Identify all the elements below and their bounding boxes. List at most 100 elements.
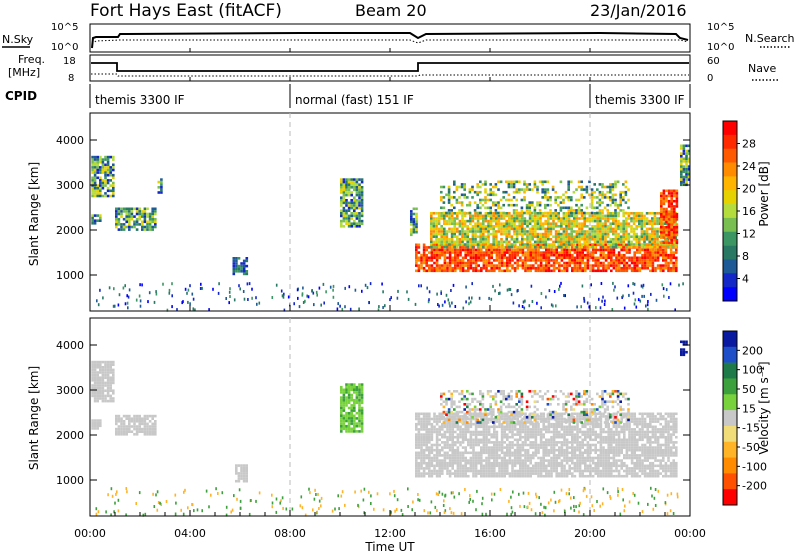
heatmap-cell: [675, 261, 678, 265]
heatmap-cell: [643, 251, 647, 254]
heatmap-cell: [459, 472, 462, 475]
heatmap-cell: [476, 235, 480, 238]
heatmap-cell: [660, 233, 663, 237]
heatmap-cell: [508, 472, 512, 475]
heatmap-cell: [511, 451, 514, 455]
heatmap-cell: [633, 282, 636, 286]
heatmap-cell: [512, 183, 516, 186]
heatmap-cell: [565, 459, 569, 462]
heatmap-cell: [643, 214, 646, 218]
heatmap-cell: [498, 454, 501, 457]
heatmap-cell: [464, 472, 467, 475]
heatmap-cell: [415, 454, 418, 457]
heatmap-cell: [433, 443, 436, 447]
heatmap-cell: [500, 251, 504, 254]
heatmap-cell: [523, 232, 527, 236]
heatmap-cell: [609, 225, 612, 228]
heatmap-cell: [101, 179, 105, 182]
heatmap-cell: [428, 446, 431, 449]
heatmap-cell: [492, 214, 495, 218]
heatmap-cell: [503, 446, 506, 449]
heatmap-cell: [552, 253, 556, 257]
heatmap-cell: [542, 454, 545, 457]
heatmap-cell: [544, 203, 547, 207]
heatmap-cell: [412, 230, 416, 234]
heatmap-cell: [534, 446, 538, 449]
heatmap-cell: [573, 222, 576, 225]
heatmap-cell: [673, 233, 676, 237]
heatmap-cell: [670, 231, 673, 234]
heatmap-cell: [487, 238, 490, 241]
heatmap-cell: [502, 203, 505, 207]
heatmap-cell: [560, 415, 564, 418]
heatmap-cell: [106, 389, 110, 392]
heatmap-cell: [485, 474, 488, 478]
heatmap-cell: [135, 207, 139, 211]
heatmap-cell: [662, 225, 666, 229]
heatmap-cell: [523, 227, 527, 231]
heatmap-cell: [435, 264, 439, 267]
heatmap-cell: [524, 443, 527, 447]
heatmap-cell: [490, 448, 493, 452]
heatmap-cell: [340, 196, 343, 199]
heatmap-cell: [563, 467, 566, 470]
heatmap-cell: [568, 259, 571, 262]
heatmap-cell: [550, 446, 553, 449]
heatmap-cell: [353, 409, 356, 412]
heatmap-cell: [563, 420, 566, 423]
heatmap-cell: [603, 196, 607, 199]
heatmap-cell: [138, 217, 141, 221]
heatmap-cell: [450, 196, 453, 199]
heatmap-cell: [521, 261, 525, 265]
heatmap-cell: [632, 245, 636, 249]
heatmap-cell: [557, 243, 560, 246]
heatmap-cell: [451, 456, 454, 460]
heatmap-cell: [476, 230, 480, 233]
heatmap-cell: [604, 259, 608, 262]
heatmap-cell: [484, 230, 488, 233]
heatmap-cell: [526, 256, 530, 260]
heatmap-cell: [560, 227, 563, 231]
heatmap-cell: [228, 290, 231, 294]
heatmap-cell: [461, 238, 464, 241]
heatmap-cell: [506, 454, 509, 457]
heatmap-cell: [360, 398, 364, 402]
heatmap-cell: [125, 217, 128, 221]
heatmap-cell: [467, 474, 470, 478]
heatmap-cell: [476, 211, 479, 215]
heatmap-cell: [143, 210, 147, 213]
heatmap-cell: [417, 264, 421, 267]
heatmap-cell: [345, 424, 348, 428]
heatmap-cell: [542, 264, 545, 267]
heatmap-cell: [508, 451, 512, 455]
heatmap-cell: [571, 415, 574, 418]
heatmap-cell: [583, 219, 586, 223]
heatmap-cell: [151, 430, 154, 433]
heatmap-cell: [513, 269, 517, 273]
heatmap-cell: [350, 422, 353, 425]
heatmap-cell: [135, 427, 139, 431]
heatmap-cell: [558, 464, 561, 468]
heatmap-cell: [499, 211, 503, 215]
heatmap-cell: [537, 461, 540, 465]
heatmap-cell: [646, 261, 649, 265]
heatmap-cell: [584, 261, 587, 265]
heatmap-cell: [580, 212, 584, 215]
heatmap-cell: [417, 456, 421, 460]
heatmap-cell: [448, 227, 451, 231]
heatmap-cell: [166, 308, 169, 312]
heatmap-cell: [112, 392, 115, 395]
heatmap-cell: [571, 246, 574, 249]
heatmap-cell: [565, 248, 569, 252]
heatmap-cell: [96, 299, 98, 303]
heatmap-cell: [410, 210, 413, 213]
heatmap-cell: [476, 245, 480, 249]
heatmap-cell: [625, 248, 629, 252]
heatmap-cell: [558, 472, 561, 475]
heatmap-cell: [135, 417, 139, 420]
heatmap-cell: [518, 180, 521, 184]
heatmap-cell: [495, 448, 499, 452]
heatmap-cell: [578, 238, 581, 241]
heatmap-cell: [526, 428, 530, 431]
heatmap-cell: [680, 170, 683, 174]
